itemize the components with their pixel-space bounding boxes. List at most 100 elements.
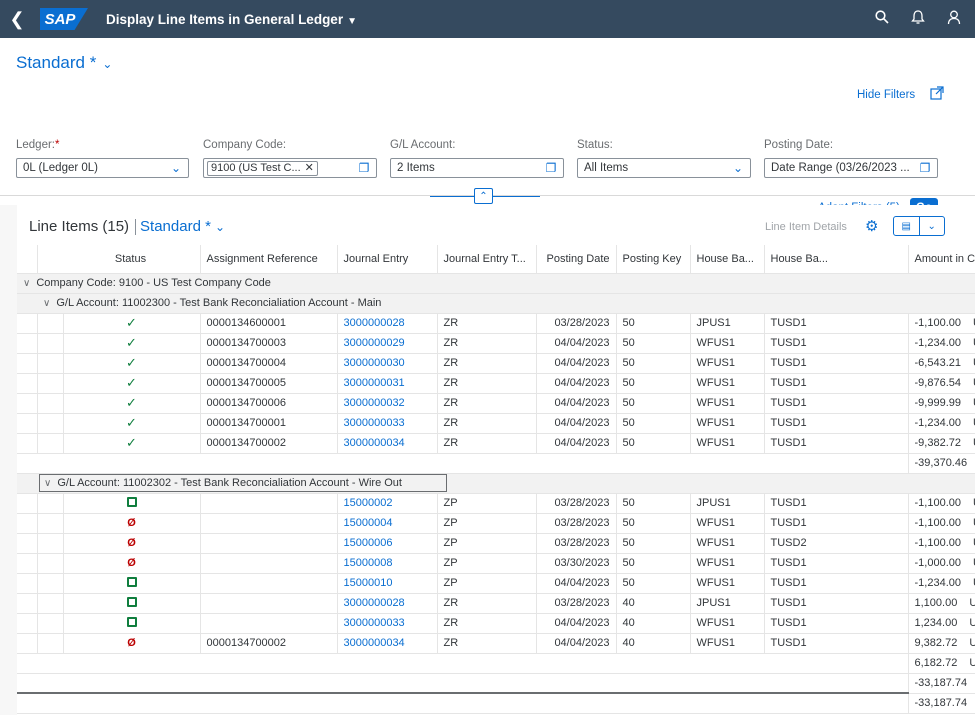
journal-entry-cell[interactable]: 3000000033 bbox=[337, 613, 438, 634]
table-row[interactable]: 3000000028 ZR 03/28/2023 40 JPUS1 TUSD1 1,100.… bbox=[17, 593, 975, 614]
group-header-row[interactable]: ∨ G/L Account: 11002300 - Test Bank Recon… bbox=[17, 293, 975, 314]
value-help-icon[interactable]: ❐ bbox=[358, 161, 370, 175]
posting-date-cell: 04/04/2023 bbox=[536, 613, 617, 634]
journal-entry-link[interactable]: 15000008 bbox=[343, 557, 393, 569]
column-header-status[interactable]: Status bbox=[37, 245, 201, 274]
chevron-down-icon[interactable]: ⌄ bbox=[732, 161, 744, 175]
journal-entry-cell[interactable]: 3000000034 bbox=[337, 633, 438, 654]
journal-entry-link[interactable]: 3000000032 bbox=[343, 397, 405, 409]
table-row[interactable]: ✓ 0000134700003 3000000029 ZR 04/04/2023 50 WF… bbox=[17, 333, 975, 354]
hide-filters-link[interactable]: Hide Filters bbox=[857, 89, 916, 101]
export-button[interactable]: ▤ ⌄ bbox=[893, 216, 945, 236]
expand-caret-icon[interactable]: ∨ bbox=[23, 278, 31, 289]
group-header-row[interactable]: ∨ Company Code: 9100 - US Test Company Co… bbox=[17, 273, 975, 294]
house-bank-cell: WFUS1 bbox=[690, 353, 765, 374]
column-header-journal-entry[interactable]: Journal Entry bbox=[337, 245, 438, 274]
journal-entry-cell[interactable]: 3000000034 bbox=[337, 433, 438, 454]
journal-entry-link[interactable]: 3000000034 bbox=[343, 637, 405, 649]
status-select[interactable]: All Items ⌄ bbox=[577, 158, 751, 178]
ledger-select[interactable]: 0L (Ledger 0L) ⌄ bbox=[16, 158, 189, 178]
table-row[interactable]: ✓ 0000134600001 3000000028 ZR 03/28/2023 50 JP… bbox=[17, 313, 975, 334]
expand-caret-icon[interactable]: ∨ bbox=[43, 298, 51, 309]
chevron-down-icon[interactable]: ⌄ bbox=[170, 161, 182, 175]
journal-entry-link[interactable]: 15000010 bbox=[343, 577, 393, 589]
table-row[interactable]: ✓ 0000134700006 3000000032 ZR 04/04/2023 50 WF… bbox=[17, 393, 975, 414]
journal-entry-cell[interactable]: 3000000032 bbox=[337, 393, 438, 414]
sap-logo[interactable]: SAP bbox=[40, 8, 88, 30]
remove-token-icon[interactable]: ✕ bbox=[304, 161, 314, 174]
journal-entry-cell[interactable]: 15000010 bbox=[337, 573, 438, 594]
journal-entry-cell[interactable]: 15000006 bbox=[337, 533, 438, 554]
table-row[interactable]: Ø 15000006 ZP 03/28/2023 50 WFUS1 TUSD2 -1,100.… bbox=[17, 533, 975, 554]
column-header-journal-entry-type[interactable]: Journal Entry T... bbox=[437, 245, 537, 274]
journal-entry-cell[interactable]: 15000002 bbox=[337, 493, 438, 514]
group-header-cell[interactable]: ∨ Company Code: 9100 - US Test Company Co… bbox=[17, 273, 975, 294]
column-header-amount[interactable]: Amount in CC Cr bbox=[908, 245, 975, 274]
status-cell: ✓ bbox=[63, 433, 201, 454]
table-variant-selector[interactable]: Standard * bbox=[140, 218, 211, 235]
journal-entry-cell[interactable]: 3000000031 bbox=[337, 373, 438, 394]
back-icon[interactable]: ❮ bbox=[9, 8, 25, 29]
journal-entry-link[interactable]: 3000000030 bbox=[343, 357, 405, 369]
user-icon[interactable] bbox=[945, 10, 963, 29]
gl-account-input[interactable]: 2 Items ❐ bbox=[390, 158, 564, 178]
journal-entry-link[interactable]: 3000000028 bbox=[343, 597, 405, 609]
gl-account-label: G/L Account: bbox=[390, 139, 456, 151]
journal-entry-cell[interactable]: 3000000029 bbox=[337, 333, 438, 354]
table-row[interactable]: Ø 15000008 ZP 03/30/2023 50 WFUS1 TUSD1 -1,000.… bbox=[17, 553, 975, 574]
journal-entry-link[interactable]: 3000000028 bbox=[343, 317, 405, 329]
group-header-cell[interactable]: ∨ G/L Account: 11002300 - Test Bank Recon… bbox=[17, 293, 975, 314]
company-code-input[interactable]: 9100 (US Test C... ✕ ❐ bbox=[203, 158, 377, 178]
chevron-down-icon[interactable]: ⌄ bbox=[214, 220, 225, 234]
notification-bell-icon[interactable] bbox=[909, 9, 927, 29]
journal-entry-cell[interactable]: 3000000030 bbox=[337, 353, 438, 374]
house-bank-account-cell: TUSD1 bbox=[764, 513, 909, 534]
table-row[interactable]: ✓ 0000134700002 3000000034 ZR 04/04/2023 50 WF… bbox=[17, 433, 975, 454]
table-row[interactable]: 15000002 ZP 03/28/2023 50 JPUS1 TUSD1 -1,100.0… bbox=[17, 493, 975, 514]
journal-entry-link[interactable]: 3000000029 bbox=[343, 337, 405, 349]
export-icon[interactable]: ▤ bbox=[894, 217, 920, 235]
chevron-down-icon[interactable]: ⌄ bbox=[927, 220, 936, 232]
journal-entry-link[interactable]: 15000006 bbox=[343, 537, 393, 549]
journal-entry-cell[interactable]: 3000000033 bbox=[337, 413, 438, 434]
table-row[interactable]: Ø 15000004 ZP 03/28/2023 50 WFUS1 TUSD1 -1,100.… bbox=[17, 513, 975, 534]
gear-icon[interactable]: ⚙ bbox=[865, 218, 879, 235]
company-code-token[interactable]: 9100 (US Test C... ✕ bbox=[207, 160, 318, 176]
journal-entry-link[interactable]: 15000004 bbox=[343, 517, 393, 529]
table-row[interactable]: 15000010 ZP 04/04/2023 50 WFUS1 TUSD1 -1,234.0… bbox=[17, 573, 975, 594]
variant-selector[interactable]: Standard * ⌄ bbox=[16, 53, 112, 73]
assignment-cell bbox=[200, 613, 338, 634]
journal-entry-cell[interactable]: 3000000028 bbox=[337, 593, 438, 614]
value-help-icon[interactable]: ❐ bbox=[919, 161, 931, 175]
posting-date-input[interactable]: Date Range (03/26/2023 ... ❐ bbox=[764, 158, 938, 178]
column-header-posting-key[interactable]: Posting Key bbox=[616, 245, 691, 274]
table-row[interactable]: ✓ 0000134700004 3000000030 ZR 04/04/2023 50 WF… bbox=[17, 353, 975, 374]
table-row[interactable]: ✓ 0000134700001 3000000033 ZR 04/04/2023 50 WF… bbox=[17, 413, 975, 434]
table-row[interactable]: ✓ 0000134700005 3000000031 ZR 04/04/2023 50 WF… bbox=[17, 373, 975, 394]
collapse-header-button[interactable]: ⌃ bbox=[474, 188, 493, 204]
line-item-details-button[interactable]: Line Item Details bbox=[765, 221, 847, 233]
table-row[interactable]: 3000000033 ZR 04/04/2023 40 WFUS1 TUSD1 1,234.… bbox=[17, 613, 975, 634]
journal-entry-link[interactable]: 3000000033 bbox=[343, 617, 405, 629]
search-icon[interactable] bbox=[873, 10, 891, 28]
journal-entry-link[interactable]: 3000000031 bbox=[343, 377, 405, 389]
column-header-house-bank-account[interactable]: House Ba... bbox=[764, 245, 909, 274]
journal-entry-cell[interactable]: 15000008 bbox=[337, 553, 438, 574]
group-header-row[interactable]: ∨ G/L Account: 11002302 - Test Bank Recon… bbox=[17, 473, 975, 494]
share-icon[interactable] bbox=[930, 86, 944, 103]
journal-entry-link[interactable]: 3000000034 bbox=[343, 437, 405, 449]
column-header-house-bank[interactable]: House Ba... bbox=[690, 245, 765, 274]
assignment-cell: 0000134700004 bbox=[200, 353, 338, 374]
table-row[interactable]: Ø 0000134700002 3000000034 ZR 04/04/2023 40 WF… bbox=[17, 633, 975, 654]
expand-caret-icon[interactable]: ∨ bbox=[44, 478, 52, 489]
journal-entry-link[interactable]: 15000002 bbox=[343, 497, 393, 509]
journal-entry-link[interactable]: 3000000033 bbox=[343, 417, 405, 429]
value-help-icon[interactable]: ❐ bbox=[545, 161, 557, 175]
journal-entry-cell[interactable]: 15000004 bbox=[337, 513, 438, 534]
app-title-menu[interactable]: Display Line Items in General Ledger ▼ bbox=[106, 12, 357, 27]
group-header-cell[interactable]: ∨ G/L Account: 11002302 - Test Bank Recon… bbox=[17, 473, 975, 494]
journal-entry-cell[interactable]: 3000000028 bbox=[337, 313, 438, 334]
group-label: Company Code: 9100 - US Test Company Cod… bbox=[36, 277, 271, 289]
column-header-assignment[interactable]: Assignment Reference bbox=[200, 245, 338, 274]
column-header-posting-date[interactable]: Posting Date bbox=[536, 245, 617, 274]
